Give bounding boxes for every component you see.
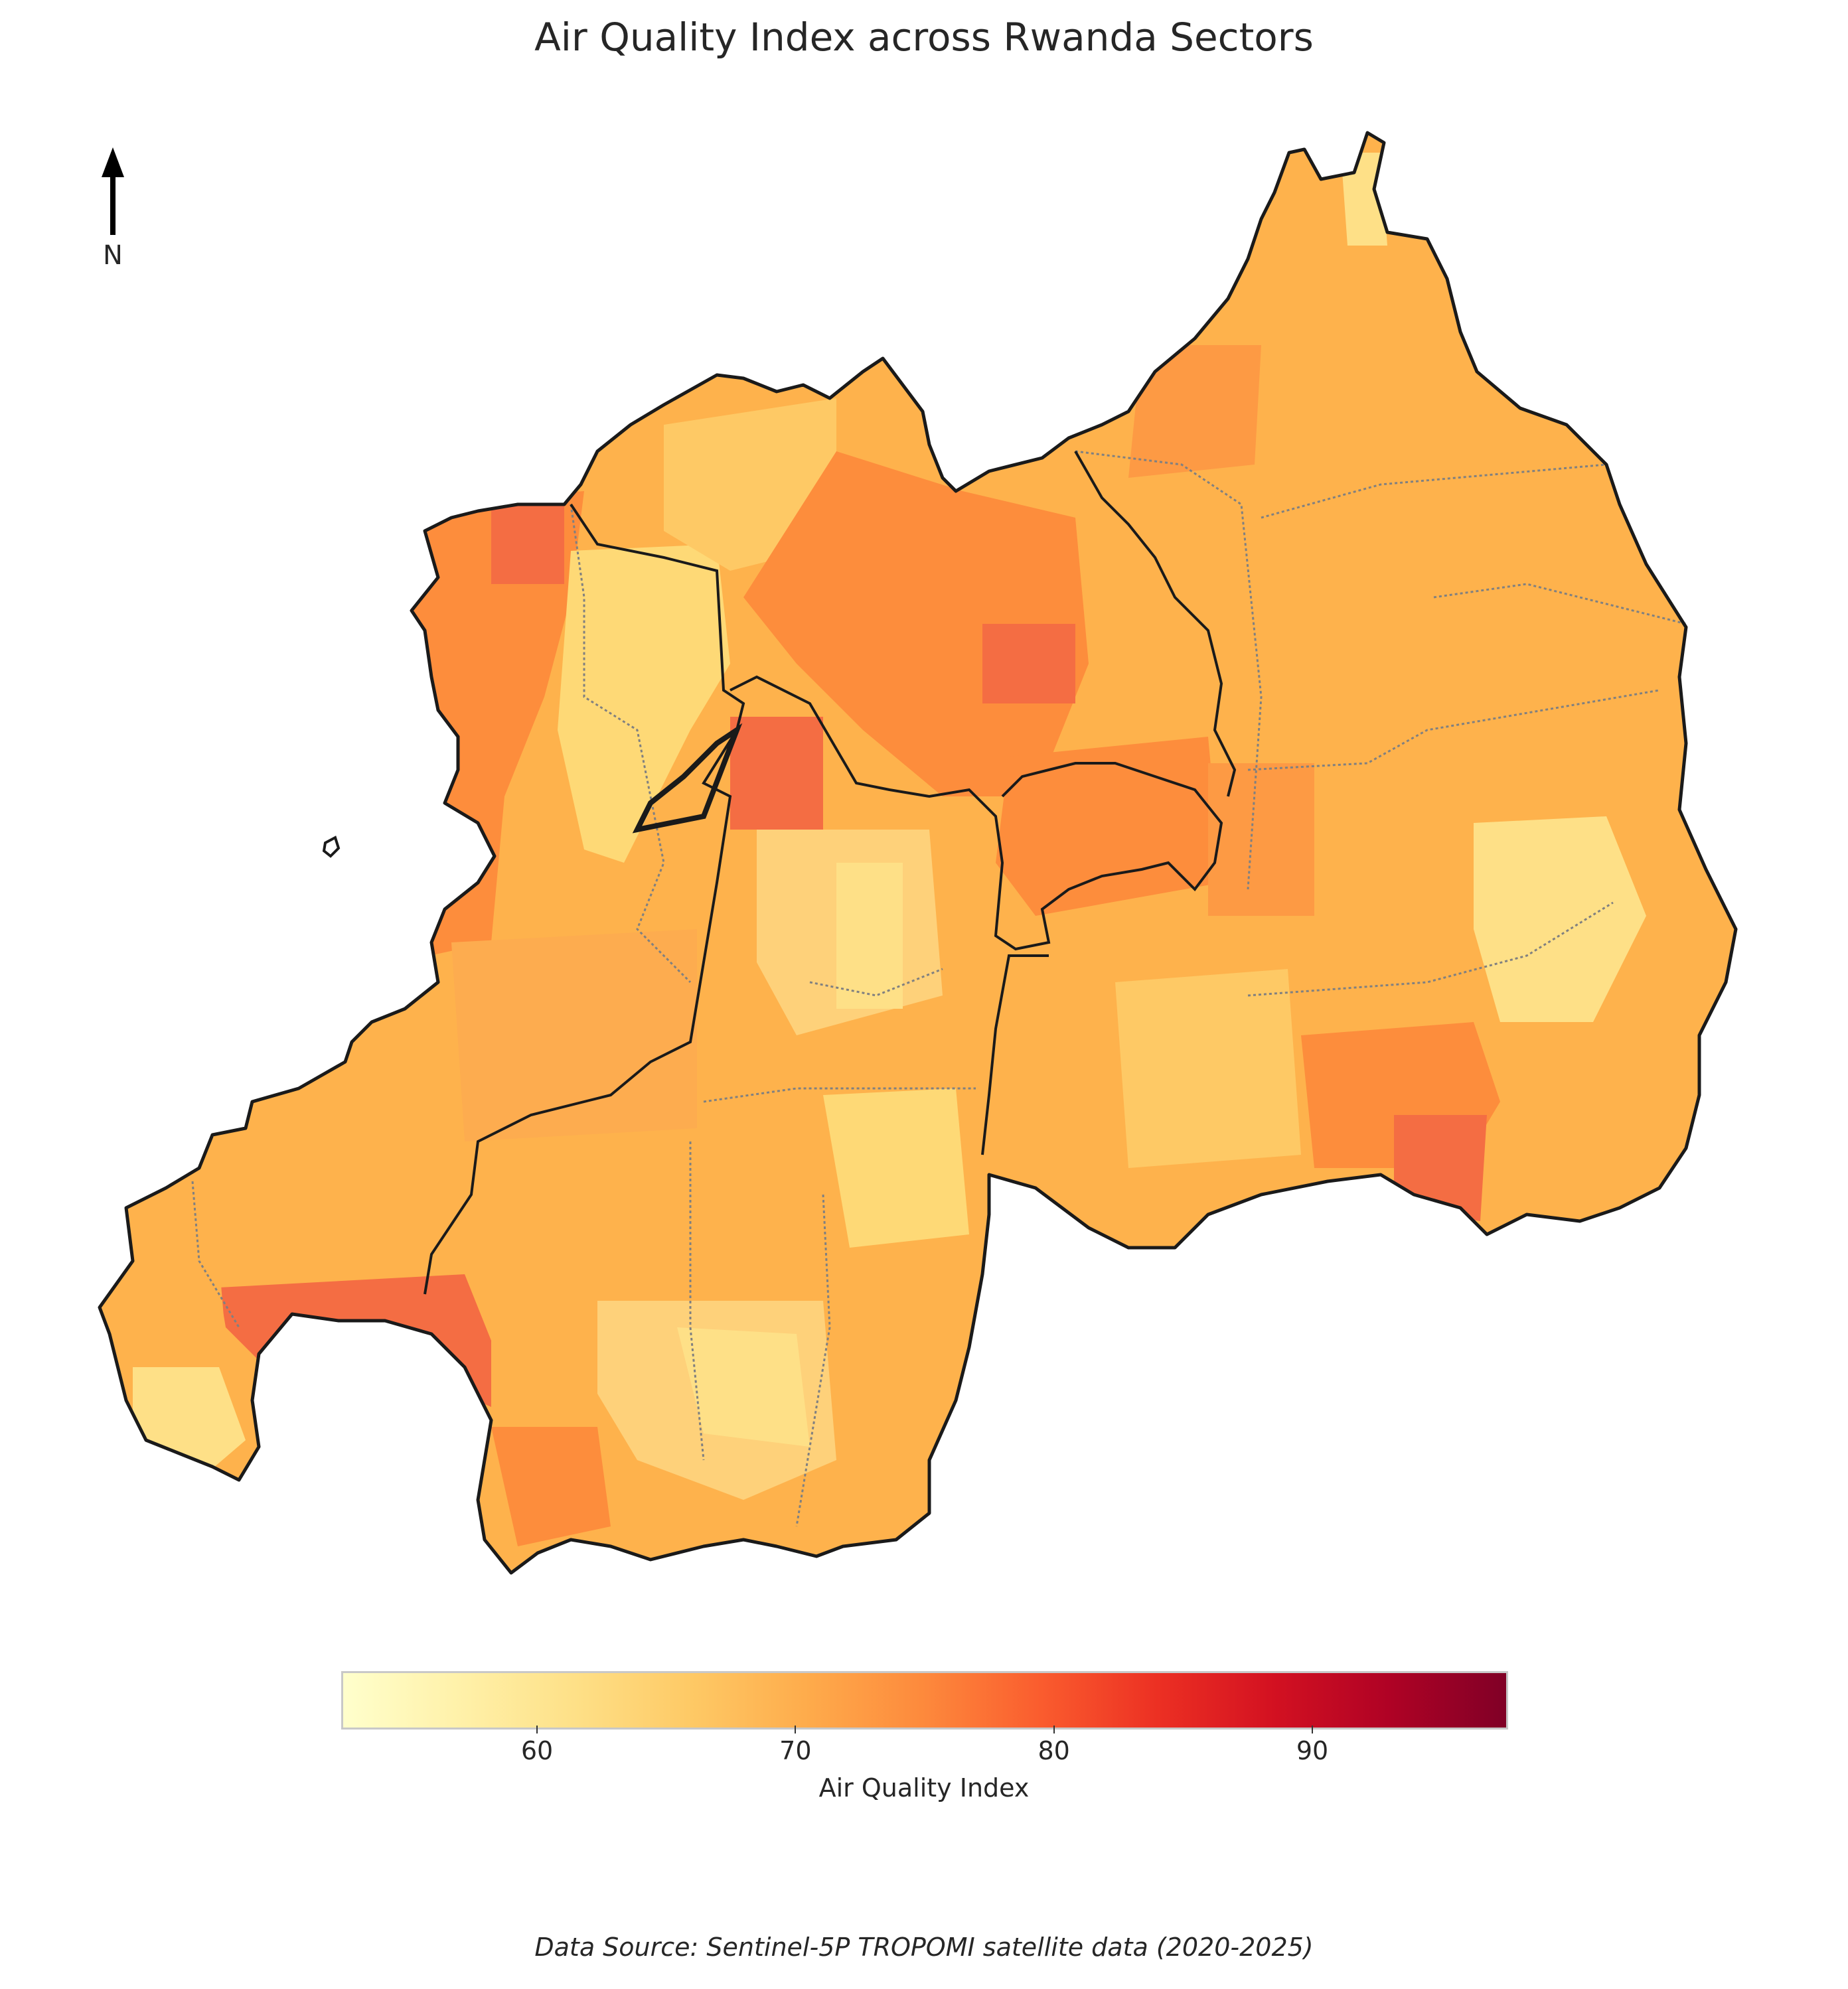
sector-fill-gicumbi xyxy=(743,451,1089,796)
sector-fill-kamonyi xyxy=(836,863,903,1009)
data-source-note: Data Source: Sentinel-5P TROPOMI satelli… xyxy=(534,1933,1314,1962)
district-boundary-gatsibo xyxy=(1433,583,1687,625)
map-title: Air Quality Index across Rwanda Sectors xyxy=(534,15,1314,60)
district-boundaries xyxy=(191,450,1687,1527)
north-arrow-icon xyxy=(102,147,124,235)
sector-fill-karongi xyxy=(451,929,697,1142)
sector-fill-rulindo xyxy=(730,717,823,830)
sector-fill-musanze xyxy=(558,544,730,863)
province-boundary-north-east xyxy=(1074,451,1237,797)
colorbar-tick-label: 70 xyxy=(779,1736,812,1765)
sector-fill-gisagara xyxy=(677,1327,810,1447)
district-boundary-east xyxy=(1075,450,1263,890)
province-boundary-west xyxy=(424,503,745,1295)
sector-fill-rubavu-north xyxy=(491,504,564,584)
colorbar-tick xyxy=(1312,1726,1313,1733)
sector-fill-nyaruguru xyxy=(491,1427,611,1546)
district-boundary-nyanza xyxy=(703,1087,976,1103)
province-boundaries xyxy=(424,451,1237,1295)
country-outline xyxy=(98,131,1738,1575)
sector-fill-gicumbi-hotspot xyxy=(982,624,1075,703)
district-boundary-west xyxy=(570,504,692,984)
province-boundary-kigali xyxy=(730,675,1223,951)
sector-fill-gatsibo xyxy=(1128,345,1261,478)
colorbar-tick-label: 60 xyxy=(520,1736,554,1765)
sector-fill-nyamasheke xyxy=(219,1274,491,1407)
lake-kivu-island xyxy=(322,836,341,858)
colorbar-tick-label: 90 xyxy=(1296,1736,1329,1765)
province-boundary-south-east xyxy=(981,954,1049,1155)
sector-fill-rusizi-north xyxy=(100,1261,226,1347)
highlighted-sector-boundary xyxy=(632,723,743,834)
district-boundary-kayonza xyxy=(1247,689,1660,771)
sector-fill-rwamagana xyxy=(1208,763,1314,916)
sector-fill-kirehe xyxy=(1474,816,1646,1022)
colorbar-tick xyxy=(795,1726,797,1733)
colorbar xyxy=(341,1671,1508,1730)
sector-fill-kigali xyxy=(996,737,1221,916)
district-boundary-nyagatare xyxy=(1261,463,1607,519)
district-boundary-rusizi xyxy=(191,1181,240,1328)
district-boundary-muhanga xyxy=(809,968,943,997)
north-arrow: N xyxy=(96,141,129,280)
colorbar-tick-label: 80 xyxy=(1038,1736,1070,1765)
sector-fill-ngoma-south xyxy=(1394,1115,1487,1221)
north-label: N xyxy=(103,240,123,271)
sector-fill-bugesera xyxy=(1115,969,1301,1168)
colorbar-tick xyxy=(536,1726,538,1733)
district-boundary-gisagara xyxy=(795,1194,831,1527)
colorbar-tick xyxy=(1053,1726,1055,1733)
district-boundary-huye xyxy=(689,1142,705,1461)
sector-fill-ruhango xyxy=(823,1088,969,1248)
colorbar-label: Air Quality Index xyxy=(818,1773,1030,1803)
